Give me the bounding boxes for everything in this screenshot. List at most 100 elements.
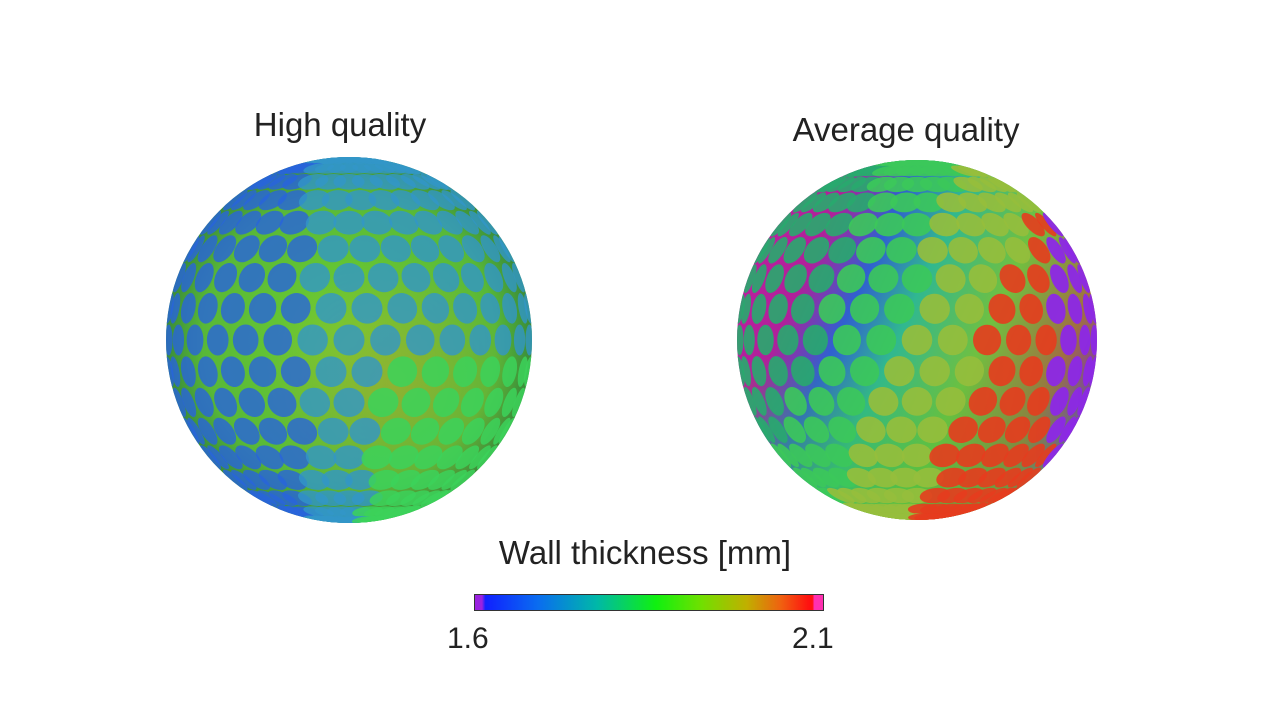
dimple [1042, 443, 1064, 468]
dimple [438, 417, 465, 445]
dimple [801, 467, 827, 488]
dimple [751, 264, 767, 293]
dimple [315, 356, 347, 388]
dimple [321, 469, 353, 490]
dimple [258, 417, 288, 445]
golf-ball-high-quality [166, 157, 532, 523]
dimple [222, 469, 248, 491]
dimple [187, 417, 205, 445]
dimple [948, 236, 978, 264]
dimple [1003, 212, 1029, 237]
dimple [361, 445, 393, 470]
dimple [232, 324, 259, 356]
dimple [770, 212, 792, 237]
dimple [818, 356, 846, 387]
dimple [967, 176, 997, 193]
dimple [994, 192, 1022, 213]
dimple [428, 469, 455, 490]
dimple [793, 467, 818, 488]
dimple [1003, 443, 1029, 468]
dimple [233, 417, 260, 445]
dimple [493, 235, 511, 263]
dimple [453, 356, 478, 388]
dimple [1019, 293, 1044, 324]
dimple [453, 292, 478, 324]
dimple [333, 262, 365, 293]
dimple [315, 292, 347, 324]
dimple [414, 210, 443, 235]
dimple [400, 173, 430, 190]
dimple [426, 173, 454, 191]
dimple [805, 212, 831, 237]
dimple [197, 356, 218, 388]
dimple [361, 210, 393, 235]
dimple [450, 469, 476, 491]
dimple [856, 236, 886, 264]
dimple [849, 293, 880, 324]
colorbar-title: Wall thickness [mm] [498, 534, 792, 571]
dimple [287, 417, 318, 445]
dimple [1090, 324, 1097, 356]
dimple [1027, 236, 1051, 264]
dimple [825, 212, 853, 237]
dimple [919, 293, 950, 324]
dimple [494, 324, 512, 356]
dimple [999, 264, 1026, 293]
dimple [979, 176, 1008, 193]
dimple [263, 324, 293, 356]
dimple [953, 487, 983, 504]
dimple [884, 356, 915, 387]
dimple [802, 324, 828, 356]
dimple [287, 235, 318, 263]
dimple [460, 262, 484, 293]
dimple [789, 443, 813, 468]
dimple [954, 293, 985, 324]
dimple [856, 416, 886, 444]
dimple [213, 417, 237, 445]
dimple [962, 502, 992, 516]
dimple [255, 210, 284, 235]
dimple [953, 176, 983, 193]
dimple [388, 210, 419, 235]
dimple [501, 387, 517, 418]
dimple [166, 324, 173, 356]
dimple [758, 416, 776, 444]
dimple [751, 356, 767, 387]
dimple [849, 356, 880, 387]
dimple [784, 387, 807, 416]
dimple [461, 235, 485, 263]
dimple [1046, 236, 1066, 264]
panel-title-average-quality: Average quality [792, 111, 1020, 148]
dimple [517, 292, 528, 324]
dimple [992, 487, 1020, 504]
dimple [1067, 356, 1083, 387]
colorbar [474, 594, 824, 611]
dimple [1079, 324, 1091, 356]
dimple [994, 467, 1022, 488]
dimple [867, 192, 898, 213]
dimple [808, 264, 835, 293]
dimple [992, 176, 1020, 193]
dimple [1006, 324, 1032, 356]
dimple [238, 262, 266, 293]
dimple [436, 210, 463, 235]
dimple [412, 490, 441, 507]
dimple [765, 264, 784, 293]
dimple [790, 356, 815, 387]
dimple [412, 173, 441, 190]
dimple [1082, 356, 1093, 387]
dimple [512, 387, 526, 418]
dimple [757, 324, 774, 356]
dimple [231, 469, 257, 490]
dimple [913, 467, 944, 488]
dimple [1004, 416, 1031, 444]
dimple [874, 212, 905, 237]
dimple [493, 417, 511, 445]
dimple [484, 262, 504, 293]
dimple [388, 445, 419, 470]
dimple [258, 469, 288, 490]
dimple [1058, 236, 1076, 264]
dimple [890, 467, 921, 488]
dimple [395, 161, 425, 175]
dimple [258, 235, 288, 263]
